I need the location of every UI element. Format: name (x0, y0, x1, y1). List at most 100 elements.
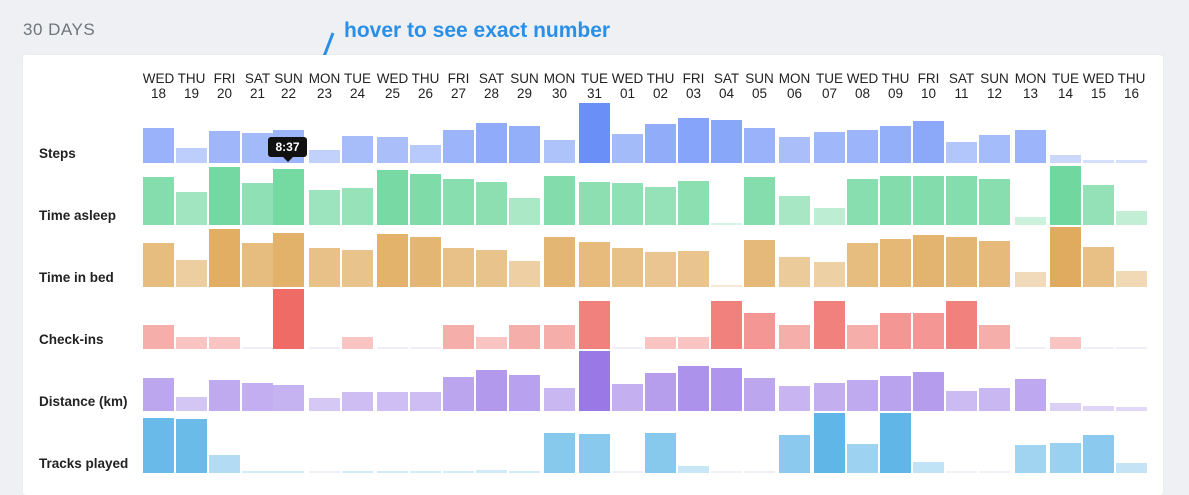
bar[interactable] (509, 198, 540, 225)
bar[interactable] (377, 471, 408, 473)
bar[interactable] (476, 182, 507, 225)
bar[interactable] (946, 301, 977, 349)
bar[interactable] (579, 182, 610, 225)
bar[interactable] (544, 237, 575, 287)
bar[interactable] (209, 131, 240, 163)
bar[interactable] (1116, 463, 1147, 473)
bar[interactable] (1083, 347, 1114, 349)
bar[interactable] (744, 240, 775, 287)
bar[interactable] (309, 471, 340, 473)
bar[interactable] (273, 233, 304, 287)
bar[interactable] (1015, 347, 1046, 349)
bar[interactable] (744, 471, 775, 473)
bar[interactable] (410, 347, 441, 349)
bar[interactable] (744, 177, 775, 225)
bar[interactable] (913, 121, 944, 163)
bar[interactable] (273, 289, 304, 349)
bar[interactable] (814, 262, 845, 287)
bar[interactable] (377, 392, 408, 411)
bar[interactable] (544, 325, 575, 349)
bar[interactable] (612, 384, 643, 411)
bar[interactable] (1015, 272, 1046, 287)
bar[interactable] (509, 261, 540, 287)
bar[interactable] (443, 325, 474, 349)
bar[interactable] (913, 372, 944, 411)
bar[interactable] (779, 435, 810, 473)
bar[interactable] (509, 325, 540, 349)
bar[interactable] (946, 471, 977, 473)
bar[interactable] (847, 380, 878, 411)
bar[interactable] (979, 325, 1010, 349)
bar[interactable] (242, 133, 273, 163)
bar[interactable] (847, 130, 878, 163)
bar[interactable] (612, 471, 643, 473)
bar[interactable] (273, 385, 304, 411)
bar[interactable] (410, 471, 441, 473)
bar[interactable] (678, 118, 709, 163)
bar[interactable] (678, 337, 709, 349)
bar[interactable] (1083, 406, 1114, 411)
bar[interactable] (176, 397, 207, 411)
bar[interactable] (847, 243, 878, 287)
bar[interactable] (1050, 403, 1081, 411)
bar[interactable] (711, 301, 742, 349)
bar[interactable] (913, 313, 944, 349)
bar[interactable] (1083, 435, 1114, 473)
bar[interactable] (1050, 155, 1081, 163)
bar[interactable] (544, 388, 575, 411)
bar[interactable] (410, 237, 441, 287)
bar[interactable] (377, 234, 408, 287)
bar[interactable] (143, 128, 174, 163)
bar[interactable] (779, 196, 810, 225)
bar[interactable] (242, 183, 273, 225)
bar[interactable] (645, 252, 676, 287)
bar[interactable] (143, 243, 174, 287)
bar[interactable] (711, 120, 742, 163)
bar[interactable] (645, 373, 676, 411)
bar[interactable] (443, 248, 474, 287)
bar[interactable] (711, 368, 742, 411)
bar[interactable] (913, 235, 944, 287)
bar[interactable] (847, 444, 878, 473)
bar[interactable] (946, 237, 977, 287)
bar[interactable] (979, 471, 1010, 473)
bar[interactable] (814, 301, 845, 349)
bar[interactable] (946, 391, 977, 411)
bar[interactable] (847, 179, 878, 225)
bar[interactable] (209, 229, 240, 287)
bar[interactable] (1050, 337, 1081, 349)
bar[interactable] (342, 471, 373, 473)
bar[interactable] (1116, 211, 1147, 225)
bar[interactable] (678, 466, 709, 473)
bar[interactable] (544, 140, 575, 163)
bar[interactable] (979, 135, 1010, 163)
bar[interactable] (509, 126, 540, 163)
bar[interactable] (1116, 347, 1147, 349)
bar[interactable] (544, 176, 575, 225)
bar[interactable] (880, 239, 911, 287)
bar[interactable] (1015, 379, 1046, 411)
bar[interactable] (143, 418, 174, 473)
bar[interactable] (443, 179, 474, 225)
bar[interactable] (979, 179, 1010, 225)
bar[interactable] (814, 413, 845, 473)
bar[interactable] (377, 137, 408, 163)
bar[interactable] (242, 243, 273, 287)
bar[interactable] (342, 337, 373, 349)
bar[interactable] (913, 176, 944, 225)
bar[interactable] (509, 471, 540, 473)
bar[interactable] (979, 241, 1010, 287)
bar[interactable] (880, 376, 911, 411)
bar[interactable] (443, 377, 474, 411)
bar[interactable] (143, 325, 174, 349)
bar[interactable] (1050, 166, 1081, 225)
bar[interactable] (779, 257, 810, 287)
bar[interactable] (476, 337, 507, 349)
bar[interactable] (579, 242, 610, 287)
bar[interactable] (143, 177, 174, 225)
bar[interactable] (476, 370, 507, 411)
bar[interactable] (1015, 445, 1046, 473)
bar[interactable] (946, 176, 977, 225)
bar[interactable] (579, 434, 610, 473)
bar[interactable] (544, 433, 575, 473)
